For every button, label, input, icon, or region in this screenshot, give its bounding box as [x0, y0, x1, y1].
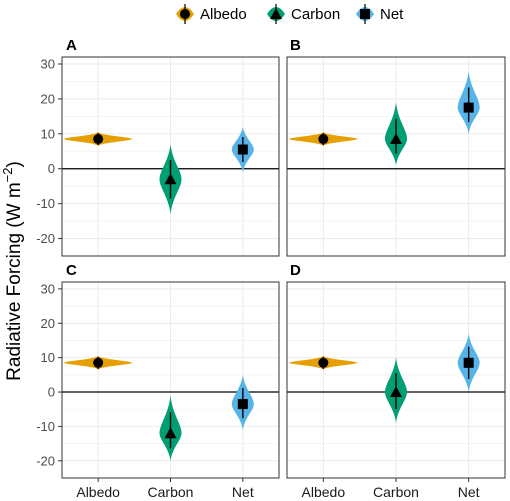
- panel-border: [61, 56, 280, 257]
- violin-albedo: [289, 355, 358, 370]
- y-tick-label: 0: [48, 385, 55, 400]
- y-tick-label: 30: [41, 56, 55, 71]
- legend: Albedo Carbon Net: [176, 4, 404, 24]
- point-marker: [164, 173, 177, 185]
- violin-carbon: [385, 102, 407, 166]
- y-tick-label: -10: [36, 196, 55, 211]
- panel-d: D Albedo Carbon Net: [286, 262, 506, 500]
- y-tick-label: 10: [41, 350, 55, 365]
- y-tick-label: 20: [41, 91, 55, 106]
- panel-label: C: [66, 262, 77, 279]
- legend-label: Net: [380, 6, 404, 23]
- point-marker: [93, 357, 104, 368]
- panels: A 30 20 10 0 -10 -20 B C 30 20 10 0 -10 -20 Albedo Carbo…: [36, 37, 506, 500]
- x-tick-label: Carbon: [373, 484, 419, 500]
- y-tick-label: -20: [36, 231, 55, 246]
- legend-item-net: Net: [356, 4, 404, 24]
- point-marker: [318, 134, 329, 145]
- y-tick-label: -20: [36, 453, 55, 468]
- legend-label: Albedo: [200, 6, 247, 23]
- violin-albedo: [289, 132, 358, 147]
- panel-b: B: [286, 37, 506, 257]
- panel-a: A 30 20 10 0 -10 -20: [36, 37, 280, 257]
- legend-marker-triangle: [270, 8, 282, 19]
- legend-label: Carbon: [291, 6, 340, 23]
- y-tick-label: 30: [41, 281, 55, 296]
- panel-label: A: [66, 37, 77, 54]
- x-tick-label: Albedo: [302, 484, 346, 500]
- point-marker: [237, 144, 248, 155]
- violin-net: [457, 333, 480, 393]
- point-marker: [318, 357, 329, 368]
- panel-label: D: [290, 262, 301, 279]
- panel-c: C 30 20 10 0 -10 -20 Albedo Carbon Net: [36, 262, 280, 500]
- violin-net: [231, 126, 254, 173]
- violin-carbon: [385, 357, 407, 423]
- x-tick-label: Net: [232, 484, 254, 500]
- x-tick-label: Carbon: [148, 484, 194, 500]
- panel-border: [286, 56, 506, 257]
- panel-label: B: [290, 37, 301, 54]
- violin-albedo: [64, 132, 133, 147]
- legend-item-carbon: Carbon: [267, 4, 340, 24]
- violin-albedo: [64, 355, 133, 370]
- legend-marker-circle: [180, 9, 190, 19]
- point-marker: [390, 133, 402, 145]
- legend-marker-square: [360, 9, 370, 19]
- y-axis-title: Radiative Forcing (W m−2): [0, 161, 25, 381]
- point-marker: [237, 399, 248, 410]
- point-marker: [463, 102, 474, 113]
- violin-carbon: [159, 144, 182, 215]
- point-marker: [463, 357, 474, 368]
- y-tick-label: -10: [36, 419, 55, 434]
- point-marker: [164, 427, 177, 439]
- violin-net: [457, 70, 480, 134]
- x-tick-label: Net: [458, 484, 480, 500]
- y-tick-label: 10: [41, 126, 55, 141]
- violin-carbon: [159, 395, 182, 461]
- violin-net: [231, 374, 254, 430]
- y-tick-label: 20: [41, 316, 55, 331]
- point-marker: [390, 386, 402, 398]
- point-marker: [93, 134, 104, 145]
- y-tick-label: 0: [48, 161, 55, 176]
- x-tick-label: Albedo: [76, 484, 120, 500]
- legend-item-albedo: Albedo: [176, 4, 247, 24]
